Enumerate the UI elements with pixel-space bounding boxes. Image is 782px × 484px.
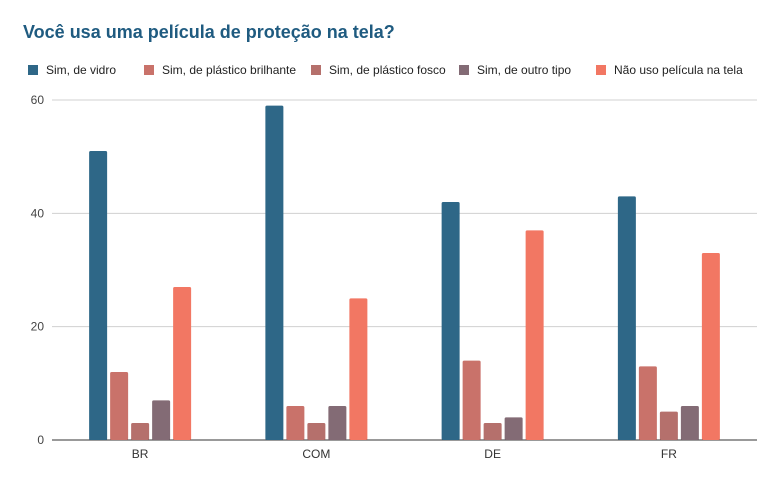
x-tick-label: DE <box>484 447 501 461</box>
bar <box>659 411 678 440</box>
bars <box>89 105 720 441</box>
legend-swatch <box>596 65 606 75</box>
y-tick-label: 60 <box>31 93 45 107</box>
gridlines <box>52 99 757 441</box>
bar <box>617 196 636 440</box>
x-tick-label: BR <box>132 447 149 461</box>
legend-label: Sim, de outro tipo <box>477 63 571 77</box>
x-tick-label: COM <box>302 447 330 461</box>
bar <box>483 423 502 440</box>
bar <box>349 298 368 440</box>
bar <box>89 151 108 440</box>
bar <box>265 105 284 441</box>
bar <box>701 253 720 440</box>
bar <box>328 406 347 440</box>
legend-swatch <box>28 65 38 75</box>
bar <box>504 417 523 440</box>
legend-swatch <box>459 65 469 75</box>
bar <box>131 423 150 440</box>
bar <box>638 366 657 440</box>
x-tick-label: FR <box>661 447 677 461</box>
legend-swatch <box>144 65 154 75</box>
bar <box>173 287 192 440</box>
bar <box>152 400 171 440</box>
bar <box>462 360 481 440</box>
legend-label: Sim, de vidro <box>46 63 116 77</box>
legend-swatch <box>311 65 321 75</box>
bar <box>307 423 326 440</box>
bar <box>525 230 544 440</box>
legend-label: Sim, de plástico fosco <box>329 63 446 77</box>
y-tick-label: 0 <box>37 433 44 447</box>
chart-title: Você usa uma película de proteção na tel… <box>23 22 395 42</box>
legend: Sim, de vidro Sim, de plástico brilhante S… <box>28 63 743 77</box>
bar <box>441 202 460 440</box>
y-axis-ticks: 0 20 40 60 <box>31 93 45 447</box>
bar <box>286 406 305 440</box>
y-tick-label: 40 <box>31 206 45 220</box>
legend-label: Não uso película na tela <box>614 63 743 77</box>
y-tick-label: 20 <box>31 320 45 334</box>
x-axis-ticks: BR COM DE FR <box>132 447 677 461</box>
bar <box>680 406 699 440</box>
legend-label: Sim, de plástico brilhante <box>162 63 296 77</box>
bar <box>110 372 129 440</box>
